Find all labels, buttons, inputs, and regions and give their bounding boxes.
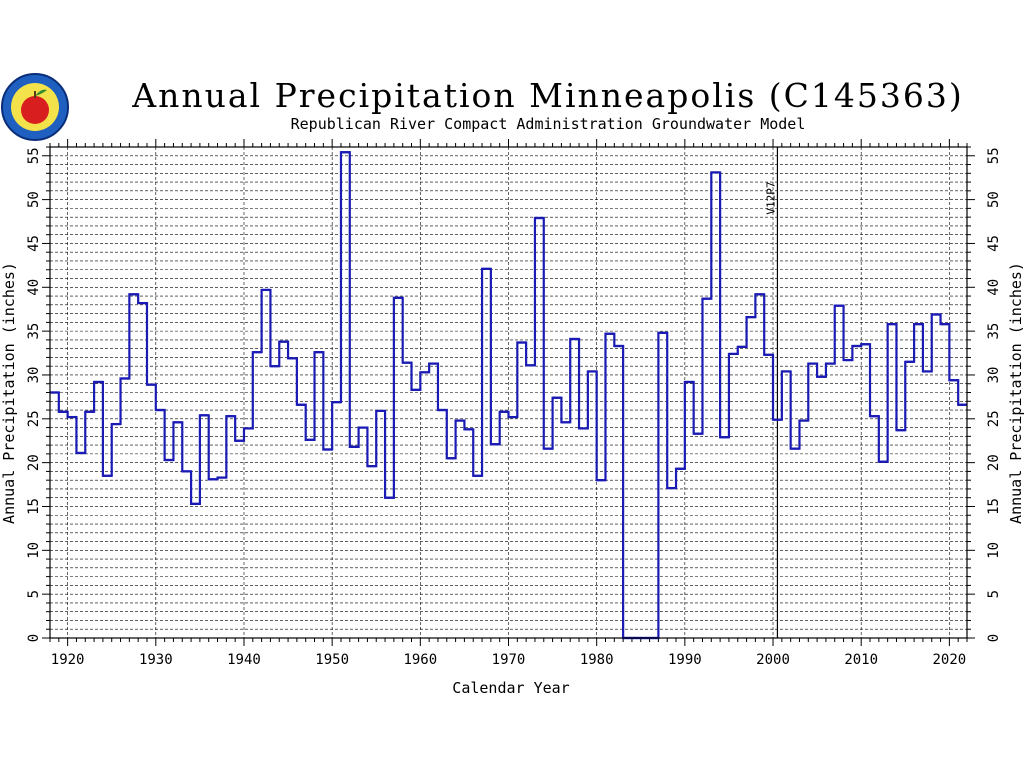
y-tick-label-left: 15 xyxy=(26,498,42,515)
x-axis-label: Calendar Year xyxy=(452,679,569,697)
x-tick-label: 1990 xyxy=(668,652,702,668)
x-tick-label: 1980 xyxy=(580,652,614,668)
tick-labels: 1920 1930 1940 1950 1960 1970 1980 1990 2000 2010… xyxy=(26,147,1002,668)
x-tick-label: 1950 xyxy=(315,652,349,668)
x-tick-label: 1940 xyxy=(227,652,261,668)
y-tick-label-left: 50 xyxy=(26,191,42,208)
x-tick-label: 2010 xyxy=(844,652,878,668)
y-tick-label-left: 40 xyxy=(26,279,42,296)
y-tick-label-left: 5 xyxy=(26,590,42,598)
y-tick-label-right: 5 xyxy=(986,590,1002,598)
axis-ticks xyxy=(42,139,975,646)
y-tick-label-right: 40 xyxy=(986,279,1002,296)
y-tick-label-left: 35 xyxy=(26,323,42,340)
y-tick-label-left: 0 xyxy=(26,634,42,642)
y-tick-label-right: 15 xyxy=(986,498,1002,515)
x-tick-label: 1960 xyxy=(403,652,437,668)
y-tick-label-left: 20 xyxy=(26,454,42,471)
y-tick-label-right: 25 xyxy=(986,410,1002,427)
y-tick-label-left: 30 xyxy=(26,367,42,384)
y-tick-label-right: 0 xyxy=(986,634,1002,642)
annotations: V12P7 xyxy=(764,147,779,638)
y-tick-label-left: 10 xyxy=(26,542,42,559)
x-tick-label: 1930 xyxy=(139,652,173,668)
y-tick-label-right: 55 xyxy=(986,147,1002,164)
y-tick-label-left: 55 xyxy=(26,147,42,164)
series-layer xyxy=(50,151,967,640)
chart-title: Annual Precipitation Minneapolis (C14536… xyxy=(131,76,963,115)
x-tick-label: 2020 xyxy=(933,652,967,668)
y-axis-label-left: Annual Precipitation (inches) xyxy=(0,262,18,524)
y-tick-label-right: 20 xyxy=(986,454,1002,471)
series-line xyxy=(50,151,967,640)
y-tick-label-right: 45 xyxy=(986,235,1002,252)
x-tick-label: 1920 xyxy=(51,652,85,668)
rrca-logo xyxy=(1,73,69,141)
y-tick-label-left: 45 xyxy=(26,235,42,252)
y-tick-label-right: 35 xyxy=(986,323,1002,340)
grid-lines xyxy=(50,147,967,638)
chart-subtitle: Republican River Compact Administration … xyxy=(291,115,806,133)
y-tick-label-right: 30 xyxy=(986,367,1002,384)
x-tick-label: 2000 xyxy=(756,652,790,668)
plot-frame xyxy=(49,146,968,639)
y-axis-label-right: Annual Precipitation (inches) xyxy=(1007,262,1024,524)
y-tick-label-right: 10 xyxy=(986,542,1002,559)
y-tick-label-left: 25 xyxy=(26,410,42,427)
x-tick-label: 1970 xyxy=(492,652,526,668)
annotation-label: V12P7 xyxy=(764,181,777,214)
y-tick-label-right: 50 xyxy=(986,191,1002,208)
